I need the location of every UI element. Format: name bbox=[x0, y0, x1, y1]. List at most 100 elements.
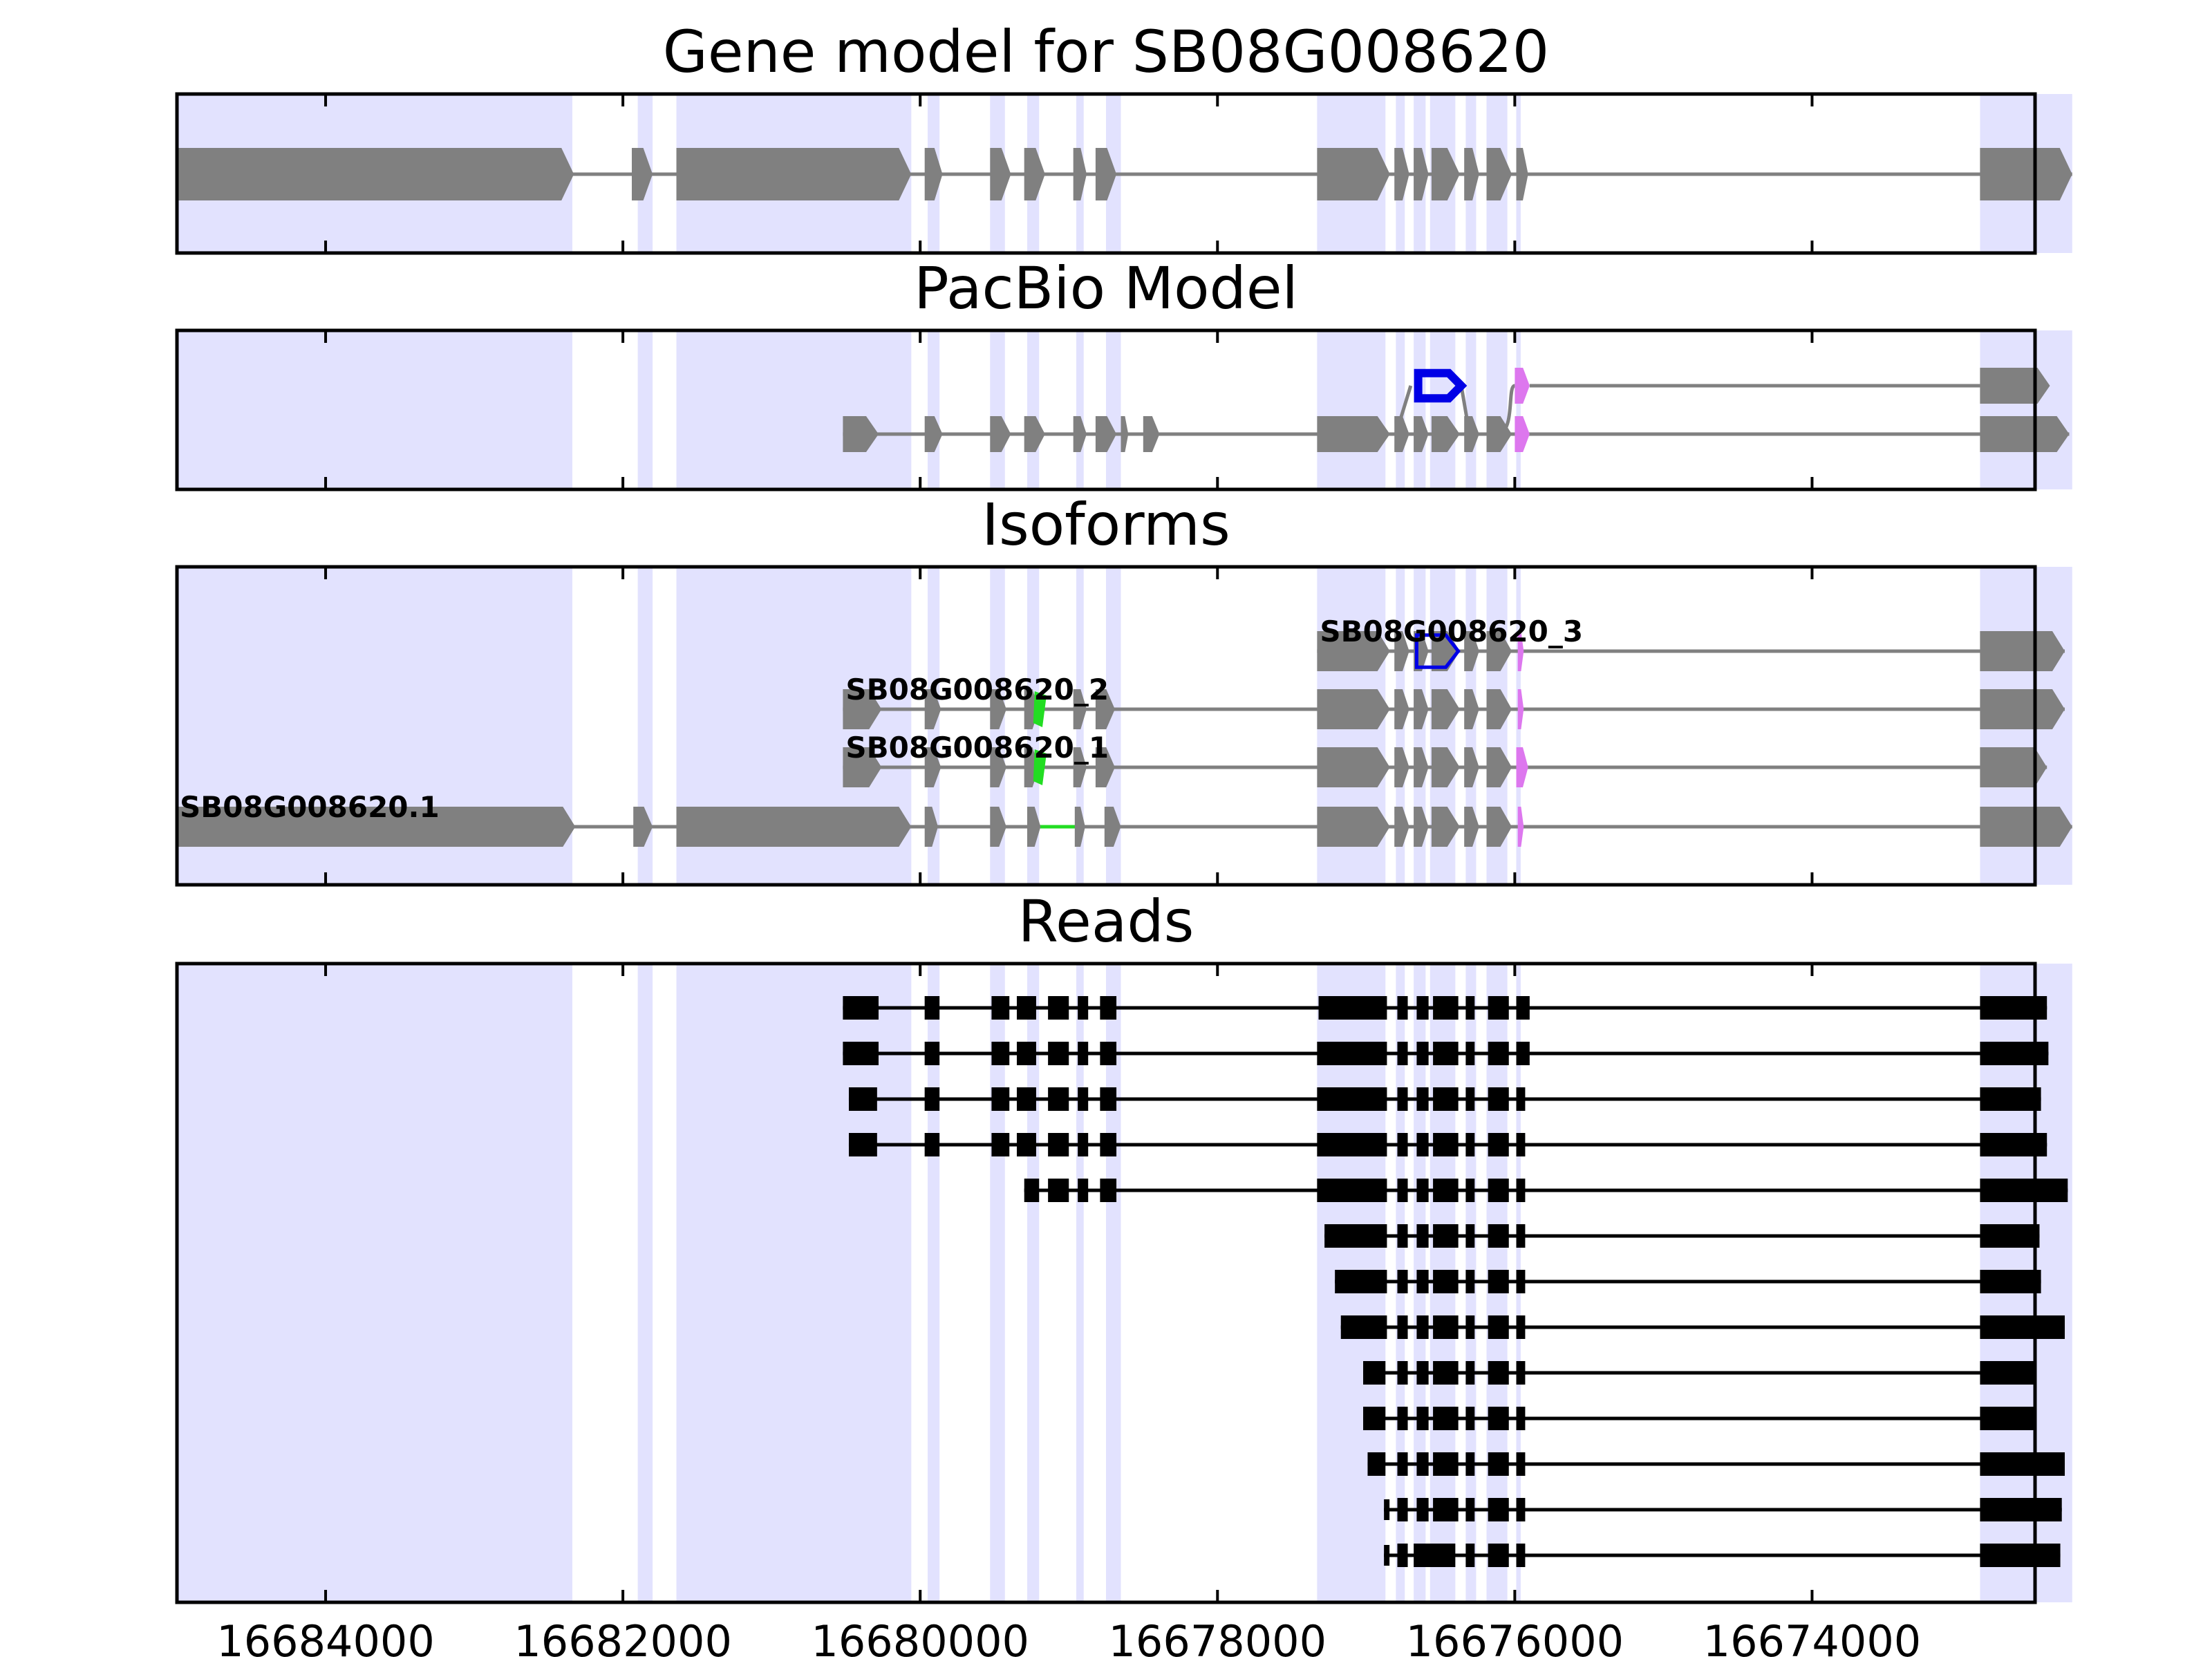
exon bbox=[1486, 148, 1512, 200]
highlight-region bbox=[1076, 964, 1084, 1602]
read-block bbox=[1488, 1087, 1509, 1111]
read-block bbox=[1416, 1270, 1429, 1293]
read-block bbox=[1433, 1361, 1459, 1385]
exon bbox=[1394, 747, 1409, 787]
exon bbox=[1073, 148, 1087, 200]
exon bbox=[1073, 416, 1087, 452]
track-0-0 bbox=[177, 148, 2072, 200]
read-block bbox=[1078, 1179, 1089, 1202]
exon bbox=[1486, 416, 1512, 452]
exon bbox=[1414, 747, 1429, 787]
read-block bbox=[1100, 1042, 1117, 1065]
read-row bbox=[1340, 1315, 2065, 1339]
exon bbox=[1027, 807, 1041, 847]
highlight-region bbox=[1106, 330, 1121, 489]
panel-frame bbox=[175, 962, 2037, 1604]
read-block bbox=[1024, 1179, 1040, 1202]
read-block bbox=[1397, 1133, 1408, 1156]
exon bbox=[1394, 416, 1409, 452]
exon bbox=[1104, 807, 1121, 847]
isoform-label: SB08G008620.1 bbox=[180, 790, 440, 824]
exon bbox=[1980, 368, 2050, 404]
read-block bbox=[1317, 1133, 1387, 1156]
read-block bbox=[1488, 1498, 1509, 1521]
read-block bbox=[843, 1042, 879, 1065]
read-block bbox=[1980, 1224, 2040, 1248]
highlight-region bbox=[1027, 330, 1040, 489]
read-block bbox=[1416, 1087, 1429, 1111]
read-block bbox=[1324, 1224, 1387, 1248]
exon bbox=[1317, 807, 1390, 847]
read-block bbox=[1433, 1452, 1459, 1476]
read-block bbox=[1516, 1179, 1526, 1202]
magenta-exon bbox=[1516, 747, 1528, 787]
exon bbox=[1486, 807, 1512, 847]
exon bbox=[676, 807, 912, 847]
exon bbox=[1074, 807, 1085, 847]
read-block bbox=[1465, 1042, 1475, 1065]
exon bbox=[1317, 689, 1390, 729]
exon bbox=[1980, 807, 2072, 847]
exon bbox=[924, 807, 938, 847]
read-block bbox=[1465, 1407, 1475, 1430]
read-block bbox=[1416, 1315, 1429, 1339]
pacbio-model-panel: PacBio Model bbox=[175, 254, 2072, 491]
read-row bbox=[1324, 1224, 2040, 1248]
exon bbox=[1121, 416, 1129, 452]
exon bbox=[1394, 807, 1409, 847]
track-2-0: SB08G008620_3 bbox=[1317, 615, 2065, 671]
read-block bbox=[1100, 1133, 1117, 1156]
exon bbox=[1980, 689, 2065, 729]
exon bbox=[1431, 747, 1460, 787]
read-block bbox=[1317, 1179, 1387, 1202]
read-block bbox=[1016, 1133, 1036, 1156]
read-block bbox=[1488, 1133, 1509, 1156]
exon bbox=[1464, 148, 1479, 200]
read-block bbox=[1465, 1270, 1475, 1293]
exon bbox=[1464, 689, 1479, 729]
read-row bbox=[1384, 1498, 2062, 1521]
read-block bbox=[1048, 1179, 1069, 1202]
exon bbox=[632, 148, 653, 200]
exon bbox=[676, 148, 912, 200]
x-axis: 16684000 16682000 16680000 16678000 16676000… bbox=[216, 1616, 1921, 1659]
read-block bbox=[1397, 1544, 1408, 1567]
read-block bbox=[1078, 996, 1089, 1020]
read-row bbox=[1363, 1361, 2035, 1385]
exon bbox=[1317, 747, 1390, 787]
read-row bbox=[1335, 1270, 2041, 1293]
highlight-region bbox=[1465, 330, 1477, 489]
exon bbox=[924, 747, 941, 787]
read-block bbox=[1465, 1133, 1475, 1156]
exon bbox=[1414, 807, 1429, 847]
read-block bbox=[1397, 1224, 1408, 1248]
read-block bbox=[1397, 1452, 1408, 1476]
read-block bbox=[1433, 1179, 1459, 1202]
read-block bbox=[1048, 996, 1069, 1020]
exon bbox=[1486, 631, 1512, 671]
read-block bbox=[924, 1133, 940, 1156]
read-block bbox=[1016, 1087, 1036, 1111]
read-block bbox=[1980, 1179, 2068, 1202]
exon bbox=[924, 689, 941, 729]
read-block bbox=[1397, 1315, 1408, 1339]
panel-title-pacbio: PacBio Model bbox=[914, 254, 1298, 322]
read-block bbox=[1465, 1452, 1475, 1476]
read-block bbox=[924, 1087, 940, 1111]
highlight-region bbox=[1980, 330, 2072, 489]
isoform-label: SB08G008620_3 bbox=[1320, 615, 1583, 648]
read-row bbox=[843, 1042, 2049, 1065]
panel-title-isoforms: Isoforms bbox=[982, 491, 1230, 559]
exon bbox=[843, 689, 882, 729]
read-block bbox=[991, 1133, 1010, 1156]
exon bbox=[1486, 689, 1512, 729]
read-block bbox=[1416, 1224, 1429, 1248]
read-block bbox=[1416, 1042, 1429, 1065]
read-block bbox=[1416, 1179, 1429, 1202]
read-block bbox=[1363, 1407, 1386, 1430]
read-row bbox=[1367, 1452, 2065, 1476]
highlight-region bbox=[927, 964, 940, 1602]
highlight-region bbox=[927, 330, 940, 489]
read-block bbox=[1433, 1042, 1459, 1065]
